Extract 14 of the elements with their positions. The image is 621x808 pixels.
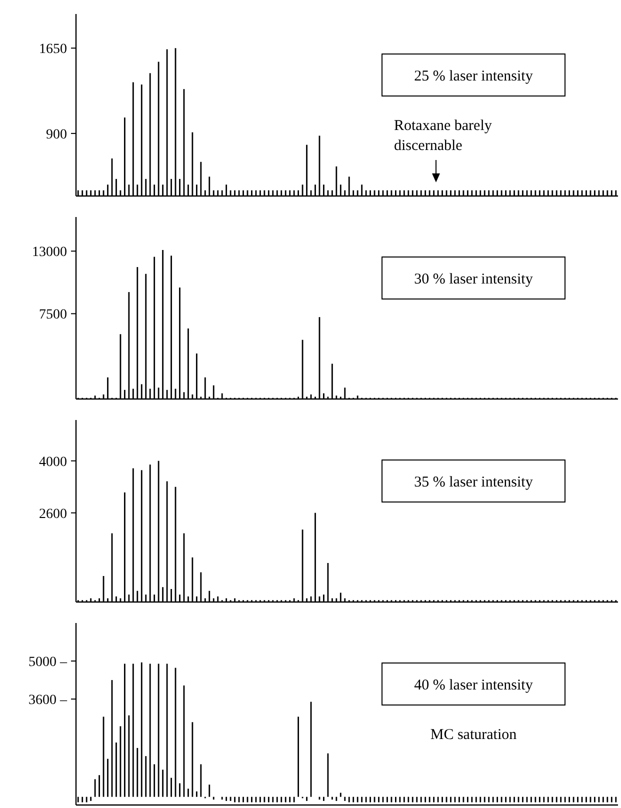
annotation: MC saturation [430,727,518,743]
text: 35 % laser intensity [414,474,534,490]
y-tick-label: 3600 – [28,692,68,708]
text: 30 % laser intensity [414,271,534,288]
y-tick-label: 5000 – [28,654,68,670]
y-tick-label: 1650 [39,42,67,58]
y-tick-label: 2600 [39,506,67,522]
annotation: Rotaxane barely discernable [394,118,492,154]
y-tick-label: 4000 [39,454,67,470]
y-tick-label: 13000 [32,245,67,260]
text: 40 % laser intensity [414,677,534,694]
text: 25 % laser intensity [414,68,534,84]
y-tick-label: 900 [46,127,67,142]
y-tick-label: 7500 [39,308,67,323]
